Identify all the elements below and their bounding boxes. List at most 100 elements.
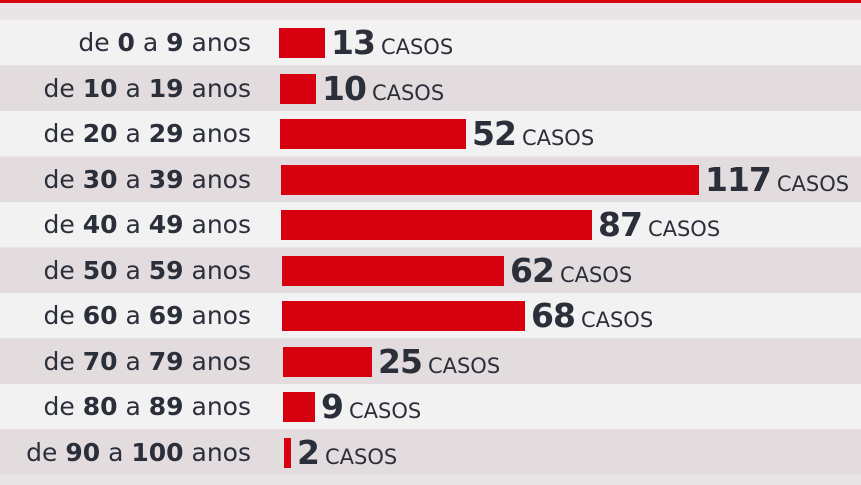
label-age-from: 0 bbox=[117, 28, 135, 57]
label-prefix: de bbox=[43, 165, 83, 194]
label-age-to: 49 bbox=[148, 210, 184, 239]
value-number: 2 bbox=[297, 433, 320, 472]
chart-row: de 0 a 9 anos 13 CASOS bbox=[0, 20, 861, 65]
label-age-from: 30 bbox=[82, 165, 118, 194]
label-age-from: 50 bbox=[82, 256, 118, 285]
bar bbox=[282, 301, 525, 331]
category-label: de 70 a 79 anos bbox=[44, 339, 251, 384]
value-unit: CASOS bbox=[371, 81, 445, 105]
bar bbox=[283, 392, 315, 422]
chart-row: de 90 a 100 anos 2 CASOS bbox=[0, 430, 861, 475]
chart-row: de 70 a 79 anos 25 CASOS bbox=[0, 339, 861, 384]
label-suffix: anos bbox=[183, 438, 252, 467]
label-age-to: 89 bbox=[148, 392, 184, 421]
value-label: 117 CASOS bbox=[705, 157, 849, 202]
top-accent-line bbox=[0, 0, 861, 3]
label-suffix: anos bbox=[183, 392, 252, 421]
label-suffix: anos bbox=[183, 28, 252, 57]
value-label: 13 CASOS bbox=[331, 20, 453, 65]
label-connector: a bbox=[117, 74, 149, 103]
value-number: 10 bbox=[322, 69, 367, 108]
value-unit: CASOS bbox=[348, 399, 422, 423]
label-connector: a bbox=[117, 256, 149, 285]
chart-row: de 60 a 69 anos 68 CASOS bbox=[0, 293, 861, 338]
label-age-from: 20 bbox=[82, 119, 118, 148]
label-age-to: 39 bbox=[148, 165, 184, 194]
chart-row: de 40 a 49 anos 87 CASOS bbox=[0, 202, 861, 247]
bar bbox=[283, 347, 372, 377]
label-prefix: de bbox=[43, 119, 83, 148]
value-unit: CASOS bbox=[559, 263, 633, 287]
label-age-from: 70 bbox=[82, 347, 118, 376]
chart-row: de 50 a 59 anos 62 CASOS bbox=[0, 248, 861, 293]
value-unit: CASOS bbox=[776, 172, 850, 196]
label-prefix: de bbox=[43, 210, 83, 239]
category-label: de 0 a 9 anos bbox=[78, 20, 251, 65]
category-label: de 30 a 39 anos bbox=[44, 157, 251, 202]
bar bbox=[280, 74, 316, 104]
label-suffix: anos bbox=[183, 210, 252, 239]
value-unit: CASOS bbox=[580, 308, 654, 332]
bar bbox=[279, 28, 325, 58]
value-label: 87 CASOS bbox=[598, 202, 720, 247]
value-unit: CASOS bbox=[427, 354, 501, 378]
label-age-to: 79 bbox=[148, 347, 184, 376]
label-prefix: de bbox=[43, 301, 83, 330]
value-label: 2 CASOS bbox=[297, 430, 397, 475]
chart-row: de 20 a 29 anos 52 CASOS bbox=[0, 111, 861, 156]
label-prefix: de bbox=[26, 438, 66, 467]
label-age-to: 59 bbox=[148, 256, 184, 285]
value-unit: CASOS bbox=[521, 126, 595, 150]
chart-row: de 30 a 39 anos 117 CASOS bbox=[0, 157, 861, 202]
value-label: 9 CASOS bbox=[321, 384, 421, 429]
label-suffix: anos bbox=[183, 119, 252, 148]
value-label: 52 CASOS bbox=[472, 111, 594, 156]
label-suffix: anos bbox=[183, 74, 252, 103]
label-connector: a bbox=[117, 210, 149, 239]
label-age-from: 60 bbox=[82, 301, 118, 330]
category-label: de 20 a 29 anos bbox=[44, 111, 251, 156]
bar bbox=[280, 119, 466, 149]
category-label: de 10 a 19 anos bbox=[44, 66, 251, 111]
category-label: de 80 a 89 anos bbox=[44, 384, 251, 429]
value-label: 25 CASOS bbox=[378, 339, 500, 384]
label-connector: a bbox=[117, 165, 149, 194]
label-age-to: 29 bbox=[148, 119, 184, 148]
value-number: 117 bbox=[705, 160, 772, 199]
label-age-from: 80 bbox=[82, 392, 118, 421]
label-suffix: anos bbox=[183, 256, 252, 285]
value-number: 87 bbox=[598, 205, 643, 244]
label-age-to: 69 bbox=[148, 301, 184, 330]
bar bbox=[281, 210, 592, 240]
chart-row: de 10 a 19 anos 10 CASOS bbox=[0, 66, 861, 111]
label-age-to: 19 bbox=[148, 74, 184, 103]
label-age-from: 90 bbox=[65, 438, 101, 467]
label-prefix: de bbox=[43, 347, 83, 376]
value-unit: CASOS bbox=[324, 445, 398, 469]
value-unit: CASOS bbox=[647, 217, 721, 241]
category-label: de 90 a 100 anos bbox=[26, 430, 251, 475]
label-connector: a bbox=[100, 438, 132, 467]
value-label: 10 CASOS bbox=[322, 66, 444, 111]
label-prefix: de bbox=[43, 256, 83, 285]
value-number: 13 bbox=[331, 23, 376, 62]
label-connector: a bbox=[117, 301, 149, 330]
label-prefix: de bbox=[43, 392, 83, 421]
value-number: 9 bbox=[321, 387, 344, 426]
label-connector: a bbox=[117, 347, 149, 376]
label-prefix: de bbox=[78, 28, 118, 57]
value-number: 52 bbox=[472, 114, 517, 153]
label-connector: a bbox=[134, 28, 167, 57]
label-prefix: de bbox=[43, 74, 83, 103]
chart-row: de 80 a 89 anos 9 CASOS bbox=[0, 384, 861, 429]
value-number: 25 bbox=[378, 342, 423, 381]
label-age-from: 10 bbox=[82, 74, 118, 103]
label-suffix: anos bbox=[183, 347, 252, 376]
value-number: 68 bbox=[531, 296, 576, 335]
label-suffix: anos bbox=[183, 165, 252, 194]
label-suffix: anos bbox=[183, 301, 252, 330]
bar bbox=[282, 256, 504, 286]
label-age-to: 9 bbox=[166, 28, 184, 57]
category-label: de 60 a 69 anos bbox=[44, 293, 251, 338]
